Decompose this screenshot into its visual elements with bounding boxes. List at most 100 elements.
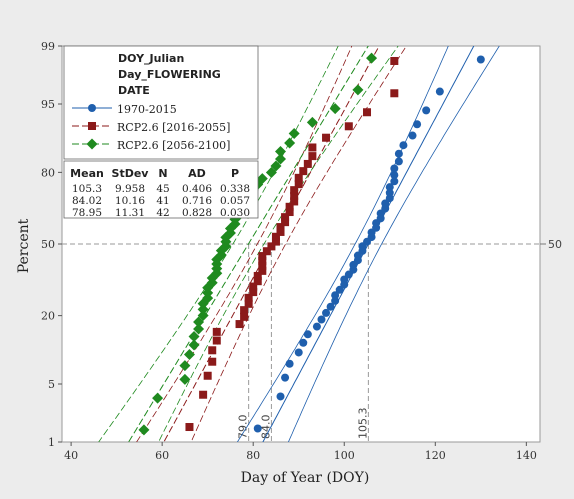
legend: DOY_Julian Day_FLOWERING DATE 1970-2015 … (63, 45, 259, 160)
y-tick-label: 99 (41, 40, 55, 53)
stats-stdev-s2: 10.16 (115, 195, 145, 207)
data-point-series-2 (253, 277, 262, 286)
data-point-series-2 (294, 173, 303, 182)
data-point-series-1 (435, 87, 444, 96)
reference-label-50: 50 (548, 238, 562, 251)
legend-marker-series-2 (88, 122, 96, 130)
data-point-series-2 (322, 133, 331, 142)
y-tick-label: 1 (48, 436, 55, 449)
data-point-series-2 (249, 282, 258, 291)
data-point-series-3 (366, 52, 378, 64)
stats-header-ad: AD (188, 167, 206, 180)
data-point-series-3 (270, 160, 282, 172)
data-point-series-3 (284, 137, 296, 149)
data-point-series-1 (303, 330, 312, 339)
data-point-series-2 (235, 320, 244, 329)
data-point-series-2 (344, 122, 353, 131)
data-point-series-3 (188, 339, 200, 351)
stats-p-s1: 0.338 (220, 183, 250, 195)
data-point-series-1 (390, 164, 399, 173)
data-point-series-2 (212, 327, 221, 336)
legend-title-line-3: DATE (118, 84, 150, 97)
data-point-series-2 (363, 108, 372, 117)
data-point-series-3 (256, 173, 268, 185)
x-axis-label: Day of Year (DOY) (241, 470, 370, 486)
ci-band-series-1 (236, 46, 449, 442)
data-point-series-1 (408, 131, 417, 140)
data-point-series-1 (390, 177, 399, 186)
data-point-series-2 (185, 423, 194, 432)
data-point-series-2 (290, 186, 299, 195)
stats-ad-s1: 0.406 (182, 183, 212, 195)
data-point-series-1 (413, 120, 422, 129)
legend-marker-series-3 (86, 138, 98, 150)
data-point-series-1 (422, 106, 431, 115)
data-point-series-2 (290, 197, 299, 206)
data-point-series-2 (258, 266, 267, 275)
data-point-series-2 (258, 261, 267, 270)
data-point-series-3 (352, 84, 364, 96)
data-point-series-2 (308, 152, 317, 161)
stats-stdev-s1: 9.958 (115, 183, 145, 195)
data-point-series-2 (199, 390, 208, 399)
data-point-series-2 (276, 223, 285, 232)
data-point-series-3 (193, 323, 205, 335)
data-point-series-3 (306, 116, 318, 128)
data-point-series-2 (262, 247, 271, 256)
data-point-series-3 (265, 166, 277, 178)
x-tick-label: 100 (334, 449, 355, 462)
stats-ad-s3: 0.828 (182, 207, 212, 219)
data-point-series-1 (299, 338, 308, 347)
legend-label-series-2: RCP2.6 [2016-2055] (117, 121, 230, 134)
legend-label-series-3: RCP2.6 [2056-2100] (117, 139, 230, 152)
stats-box (63, 160, 259, 219)
reference-lines: 50 79.0 84.0 105.3 (62, 238, 562, 442)
legend-box (63, 45, 259, 160)
data-point-series-1 (390, 171, 399, 180)
ci-band-series-1 (287, 46, 500, 442)
data-point-series-2 (271, 237, 280, 246)
data-point-series-2 (203, 371, 212, 380)
data-point-series-2 (294, 180, 303, 189)
fit-line-series-3 (128, 46, 369, 442)
data-point-series-2 (281, 218, 290, 227)
data-point-series-3 (329, 103, 341, 115)
x-tick-label: 60 (155, 449, 169, 462)
data-point-series-3 (288, 128, 300, 140)
x-tick-label: 120 (425, 449, 446, 462)
stats-table: Mean StDev N AD P 105.3 9.958 45 0.406 0… (63, 160, 259, 219)
reference-label-x: 79.0 (237, 415, 250, 440)
x-tick-label: 40 (64, 449, 78, 462)
data-point-series-2 (281, 213, 290, 222)
stats-header-mean: Mean (70, 167, 104, 180)
stats-mean-s2: 84.02 (72, 195, 102, 207)
axis-ticks: 40 60 80 100 120 140 1 5 20 50 80 95 99 (41, 40, 537, 462)
y-tick-label: 50 (41, 238, 55, 251)
ci-band-series-2 (190, 46, 407, 442)
data-point-series-2 (240, 306, 249, 315)
data-point-series-1 (276, 392, 285, 401)
data-point-series-1 (476, 55, 485, 64)
data-point-series-3 (197, 310, 209, 322)
data-point-series-3 (138, 424, 150, 436)
stats-mean-s3: 78.95 (72, 207, 102, 219)
data-point-series-3 (197, 303, 209, 315)
stats-stdev-s3: 11.31 (115, 207, 145, 219)
data-point-series-3 (152, 392, 164, 404)
y-tick-label: 80 (41, 166, 55, 179)
x-tick-label: 140 (516, 449, 537, 462)
data-point-series-1 (335, 285, 344, 294)
data-point-series-2 (208, 357, 217, 366)
data-point-series-1 (317, 315, 326, 324)
y-tick-label: 95 (41, 98, 55, 111)
reference-label-x: 84.0 (259, 415, 272, 440)
x-tick-label: 80 (246, 449, 260, 462)
data-point-series-1 (312, 322, 321, 331)
legend-marker-series-1 (88, 104, 96, 112)
data-point-series-2 (244, 293, 253, 302)
y-tick-label: 20 (41, 310, 55, 323)
data-point-series-1 (281, 373, 290, 382)
stats-n-s3: 42 (156, 207, 169, 219)
data-point-series-2 (290, 191, 299, 200)
